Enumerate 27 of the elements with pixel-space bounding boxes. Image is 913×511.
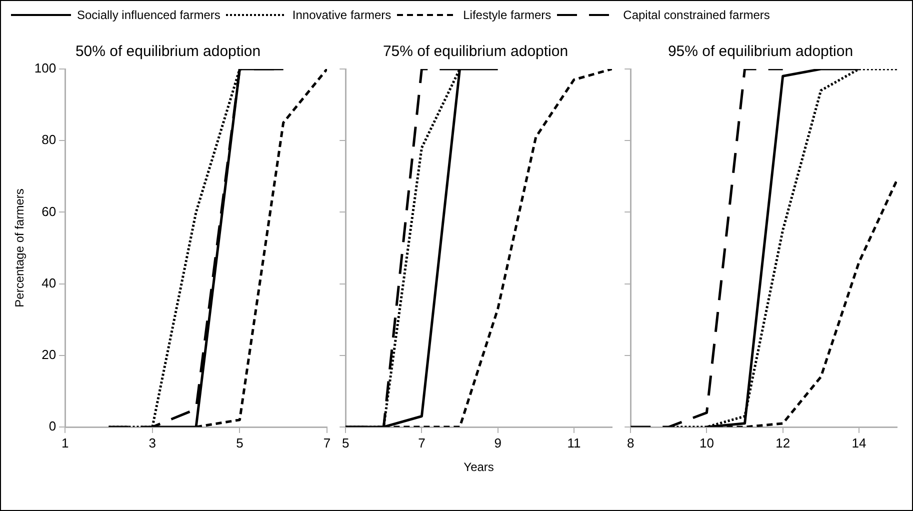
legend-label: Socially influenced farmers <box>77 8 220 22</box>
x-tick-label: 11 <box>567 435 581 450</box>
x-tick-label: 8 <box>627 435 634 450</box>
legend-label: Innovative farmers <box>292 8 392 22</box>
x-tick-label: 14 <box>852 435 866 450</box>
x-tick-label: 5 <box>236 435 244 450</box>
y-tick-label: 40 <box>42 275 56 290</box>
y-tick-label: 60 <box>42 204 56 219</box>
y-axis-title: Percentage of farmers <box>12 188 27 308</box>
x-tick-label: 9 <box>494 435 502 450</box>
legend-label: Lifestyle farmers <box>463 8 552 22</box>
x-axis-title: Years <box>464 460 494 474</box>
y-tick-label: 0 <box>48 418 56 434</box>
x-tick-label: 5 <box>342 435 350 450</box>
y-tick-label: 80 <box>42 132 56 148</box>
x-tick-label: 1 <box>61 435 69 450</box>
x-tick-label: 12 <box>776 435 790 450</box>
y-tick-label: 100 <box>34 60 56 76</box>
chart-title: 75% of equilibrium adoption <box>382 43 568 60</box>
chart-title: 50% of equilibrium adoption <box>75 43 261 60</box>
x-tick-label: 7 <box>323 435 331 450</box>
x-tick-label: 7 <box>418 435 426 450</box>
legend-label: Capital constrained farmers <box>623 8 770 22</box>
y-tick-label: 20 <box>42 346 56 362</box>
x-tick-label: 10 <box>699 435 714 450</box>
x-tick-label: 3 <box>148 435 156 450</box>
chart-title: 95% of equilibrium adoption <box>668 43 854 60</box>
